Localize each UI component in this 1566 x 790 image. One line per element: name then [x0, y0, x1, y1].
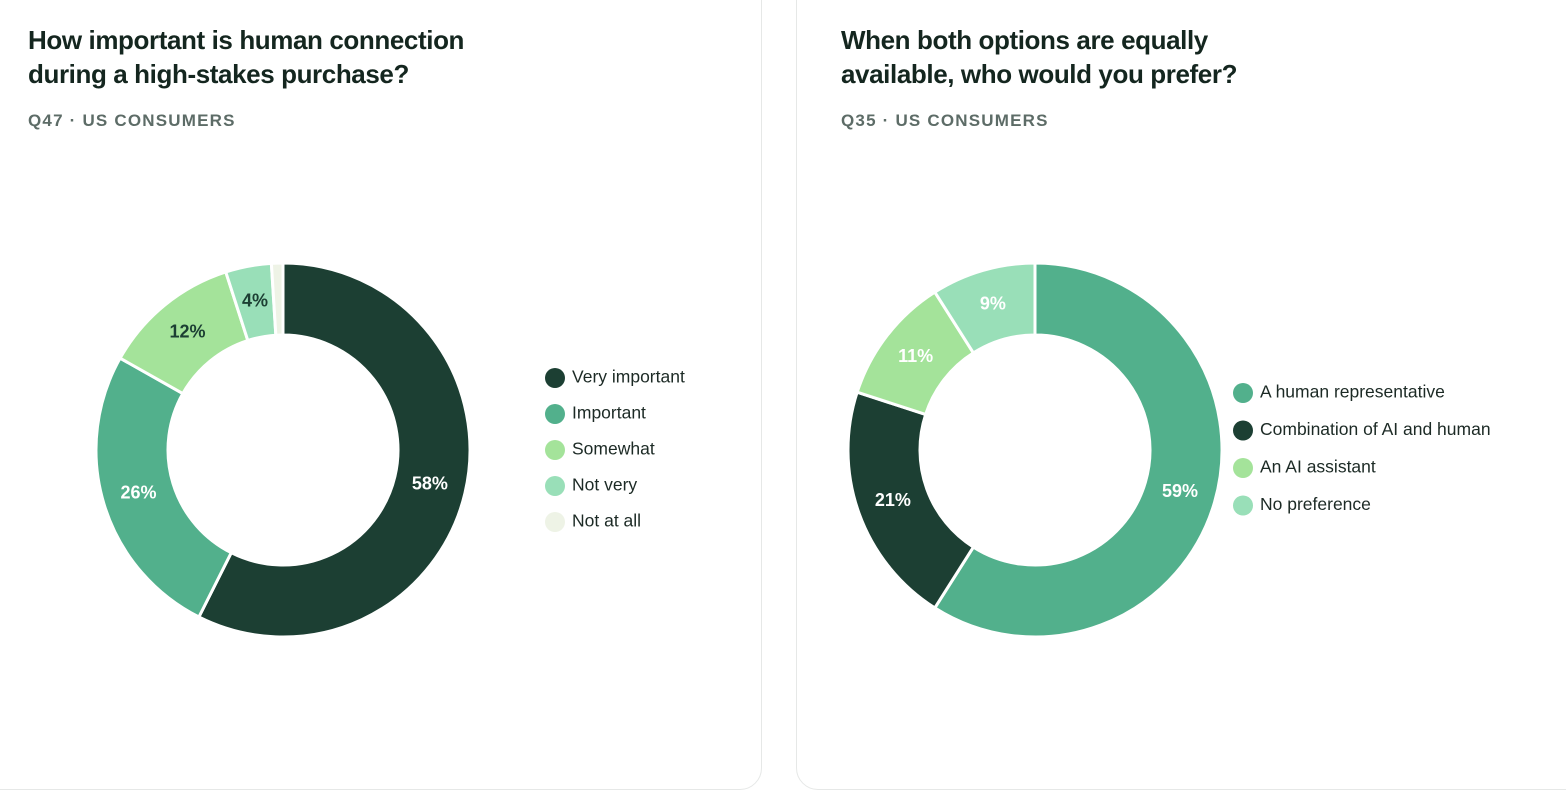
legend-swatch — [545, 404, 565, 424]
donut-slice — [196, 261, 472, 639]
legend-label: Combination of AI and human — [1260, 419, 1491, 439]
donut-slice — [932, 261, 1037, 355]
donut-slice — [846, 390, 976, 610]
chart-title: How important is human connection during… — [28, 25, 465, 89]
chart-title: When both options are equally available,… — [841, 25, 1238, 89]
legend-swatch — [545, 440, 565, 460]
data-label: 9% — [980, 294, 1006, 314]
data-label: 4% — [242, 290, 268, 310]
charts: 58% 26% 12% 4% Very important Important Somewh… — [94, 261, 1491, 639]
donut-slice — [269, 261, 285, 337]
legend-label: Not very — [572, 475, 637, 495]
legend-label: Not at all — [572, 511, 641, 531]
legend-swatch — [1233, 495, 1253, 516]
data-label: 58% — [412, 474, 448, 494]
legend-label: Important — [572, 403, 646, 423]
data-label: 11% — [898, 346, 933, 366]
legend-label: Very important — [572, 367, 685, 387]
donut-slice — [94, 356, 234, 620]
legend-swatch — [545, 368, 565, 388]
data-label: 12% — [170, 322, 206, 342]
legend-label: A human representative — [1260, 382, 1445, 402]
chart-subtitle: Q35 · US CONSUMERS — [841, 111, 1049, 130]
donut-slice — [932, 261, 1224, 639]
legend-swatch — [1233, 420, 1253, 441]
chart-subtitle: Q47 · US CONSUMERS — [28, 111, 236, 130]
data-label: 59% — [1162, 481, 1198, 501]
legend-label: Somewhat — [572, 439, 655, 459]
data-label: 21% — [875, 490, 911, 510]
legend-swatch — [1233, 383, 1253, 403]
legend-swatch — [545, 512, 565, 532]
legend-swatch — [1233, 458, 1253, 478]
legend-swatch — [545, 476, 565, 496]
legend-label: No preference — [1260, 494, 1371, 514]
data-label: 26% — [121, 483, 157, 503]
legend-label: An AI assistant — [1260, 457, 1376, 477]
